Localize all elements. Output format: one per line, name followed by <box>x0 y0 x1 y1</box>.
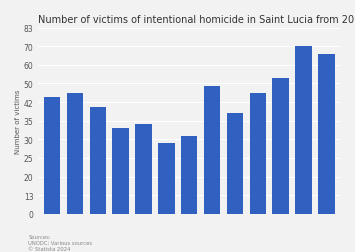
Bar <box>250 93 266 214</box>
Bar <box>113 129 129 214</box>
Text: Sources:
UNODC; Various sources
© Statista 2024: Sources: UNODC; Various sources © Statis… <box>28 234 93 251</box>
Bar <box>318 54 334 214</box>
Bar <box>158 143 175 214</box>
Bar <box>67 93 83 214</box>
Bar <box>89 108 106 214</box>
Text: Number of victims of intentional homicide in Saint Lucia from 2010 to 2022: Number of victims of intentional homicid… <box>38 15 355 25</box>
Bar <box>181 136 197 214</box>
Bar <box>44 98 60 214</box>
Bar <box>226 113 243 214</box>
Y-axis label: Number of victims: Number of victims <box>15 89 21 153</box>
Bar <box>295 47 312 214</box>
Bar <box>272 79 289 214</box>
Bar <box>135 125 152 214</box>
Bar <box>204 86 220 214</box>
